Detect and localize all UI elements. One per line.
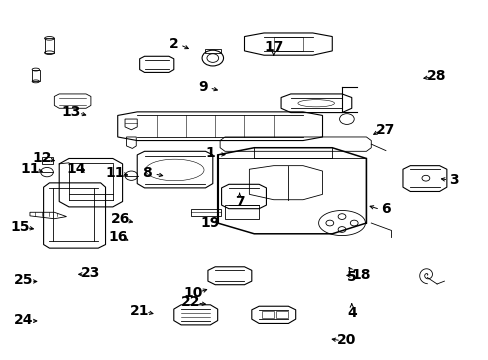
Text: 16: 16 <box>108 230 127 244</box>
Text: 14: 14 <box>66 162 86 176</box>
Text: 10: 10 <box>183 286 203 300</box>
Text: 9: 9 <box>198 80 207 94</box>
Text: 22: 22 <box>181 295 200 309</box>
Text: 6: 6 <box>380 202 390 216</box>
Text: 5: 5 <box>346 270 356 284</box>
Text: 27: 27 <box>375 123 395 137</box>
Text: 2: 2 <box>168 37 178 51</box>
Text: 26: 26 <box>110 212 130 226</box>
Text: 21: 21 <box>130 304 149 318</box>
Text: 17: 17 <box>264 40 283 54</box>
Text: 12: 12 <box>32 152 52 166</box>
Text: 8: 8 <box>142 166 152 180</box>
Text: 28: 28 <box>427 69 446 83</box>
Text: 24: 24 <box>14 313 34 327</box>
Text: 13: 13 <box>61 105 81 119</box>
Text: 25: 25 <box>14 273 34 287</box>
Text: 4: 4 <box>346 306 356 320</box>
Text: 7: 7 <box>234 194 244 208</box>
Text: 11: 11 <box>105 166 125 180</box>
Text: 3: 3 <box>448 173 458 187</box>
Text: 1: 1 <box>205 146 215 160</box>
Text: 20: 20 <box>337 333 356 347</box>
Text: 19: 19 <box>200 216 220 230</box>
Text: 15: 15 <box>10 220 30 234</box>
Text: 18: 18 <box>351 268 370 282</box>
Text: 23: 23 <box>81 266 101 280</box>
Text: 11: 11 <box>20 162 40 176</box>
